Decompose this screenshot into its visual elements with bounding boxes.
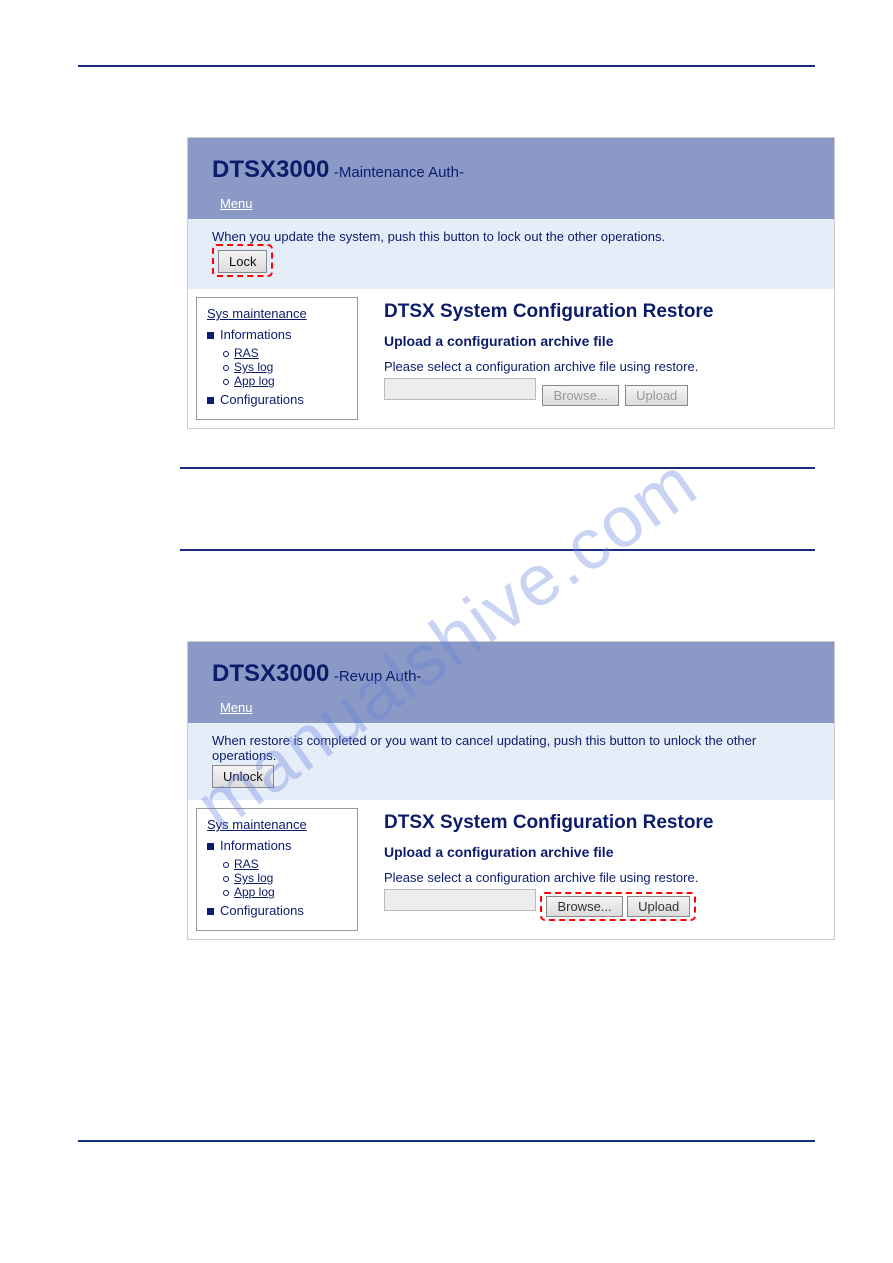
- circle-bullet-icon: [223, 890, 229, 896]
- sidebar-sub-applog: App log: [223, 374, 347, 388]
- highlight-browse-upload: Browse... Upload: [540, 892, 696, 921]
- header-bar: DTSX3000 -Maintenance Auth- Menu: [188, 138, 834, 219]
- sidebar-item-label: Configurations: [220, 392, 304, 407]
- screenshot-revup-auth: DTSX3000 -Revup Auth- Menu When restore …: [187, 641, 835, 940]
- instruction-text: Please select a configuration archive fi…: [384, 870, 816, 885]
- sidebar-item-label: Informations: [220, 838, 292, 853]
- square-bullet-icon: [207, 397, 214, 404]
- sidebar-sub-syslog: Sys log: [223, 871, 347, 885]
- circle-bullet-icon: [223, 876, 229, 882]
- sidebar-item-informations: Informations: [207, 327, 347, 342]
- browse-button[interactable]: Browse...: [542, 385, 618, 406]
- unlock-button[interactable]: Unlock: [212, 765, 274, 788]
- main-content: DTSX System Configuration Restore Upload…: [366, 289, 834, 428]
- sidebar-item-label: Informations: [220, 327, 292, 342]
- page-title: DTSX System Configuration Restore: [384, 812, 816, 834]
- ras-link[interactable]: RAS: [234, 346, 259, 360]
- body-region: Sys maintenance Informations RAS Sys log…: [188, 289, 834, 428]
- sidebar-sub-applog: App log: [223, 885, 347, 899]
- square-bullet-icon: [207, 332, 214, 339]
- page-subtitle: Upload a configuration archive file: [384, 333, 816, 349]
- circle-bullet-icon: [223, 351, 229, 357]
- square-bullet-icon: [207, 843, 214, 850]
- product-title: DTSX3000: [212, 156, 329, 183]
- circle-bullet-icon: [223, 379, 229, 385]
- auth-subtitle: -Maintenance Auth-: [334, 164, 464, 181]
- page-title: DTSX System Configuration Restore: [384, 301, 816, 323]
- lock-instruction-text: When you update the system, push this bu…: [212, 229, 810, 244]
- body-region: Sys maintenance Informations RAS Sys log…: [188, 800, 834, 939]
- file-path-input[interactable]: [384, 378, 536, 400]
- sidebar-title-link[interactable]: Sys maintenance: [207, 306, 347, 321]
- menu-link[interactable]: Menu: [212, 696, 253, 715]
- info-bar: When restore is completed or you want to…: [188, 723, 834, 800]
- unlock-instruction-text: When restore is completed or you want to…: [212, 733, 810, 763]
- header-bar: DTSX3000 -Revup Auth- Menu: [188, 642, 834, 723]
- main-content: DTSX System Configuration Restore Upload…: [366, 800, 834, 939]
- applog-link[interactable]: App log: [234, 885, 275, 899]
- lock-button[interactable]: Lock: [218, 250, 267, 273]
- ras-link[interactable]: RAS: [234, 857, 259, 871]
- file-path-input[interactable]: [384, 889, 536, 911]
- upload-button[interactable]: Upload: [627, 896, 690, 917]
- screenshot-maintenance-auth: DTSX3000 -Maintenance Auth- Menu When yo…: [187, 137, 835, 429]
- upload-button[interactable]: Upload: [625, 385, 688, 406]
- square-bullet-icon: [207, 908, 214, 915]
- sidebar-sub-ras: RAS: [223, 857, 347, 871]
- product-title: DTSX3000: [212, 660, 329, 687]
- sidebar-sub-syslog: Sys log: [223, 360, 347, 374]
- info-bar: When you update the system, push this bu…: [188, 219, 834, 289]
- sidebar-item-configurations: Configurations: [207, 392, 347, 407]
- sidebar: Sys maintenance Informations RAS Sys log…: [196, 297, 358, 420]
- sidebar-title-link[interactable]: Sys maintenance: [207, 817, 347, 832]
- instruction-text: Please select a configuration archive fi…: [384, 359, 816, 374]
- applog-link[interactable]: App log: [234, 374, 275, 388]
- syslog-link[interactable]: Sys log: [234, 360, 273, 374]
- page-subtitle: Upload a configuration archive file: [384, 844, 816, 860]
- menu-link[interactable]: Menu: [212, 192, 253, 211]
- sidebar-item-informations: Informations: [207, 838, 347, 853]
- sidebar-item-configurations: Configurations: [207, 903, 347, 918]
- sidebar-sub-ras: RAS: [223, 346, 347, 360]
- circle-bullet-icon: [223, 862, 229, 868]
- sidebar-item-label: Configurations: [220, 903, 304, 918]
- browse-button[interactable]: Browse...: [546, 896, 622, 917]
- syslog-link[interactable]: Sys log: [234, 871, 273, 885]
- circle-bullet-icon: [223, 365, 229, 371]
- highlight-lock-button: Lock: [212, 244, 273, 277]
- auth-subtitle: -Revup Auth-: [334, 668, 422, 685]
- sidebar: Sys maintenance Informations RAS Sys log…: [196, 808, 358, 931]
